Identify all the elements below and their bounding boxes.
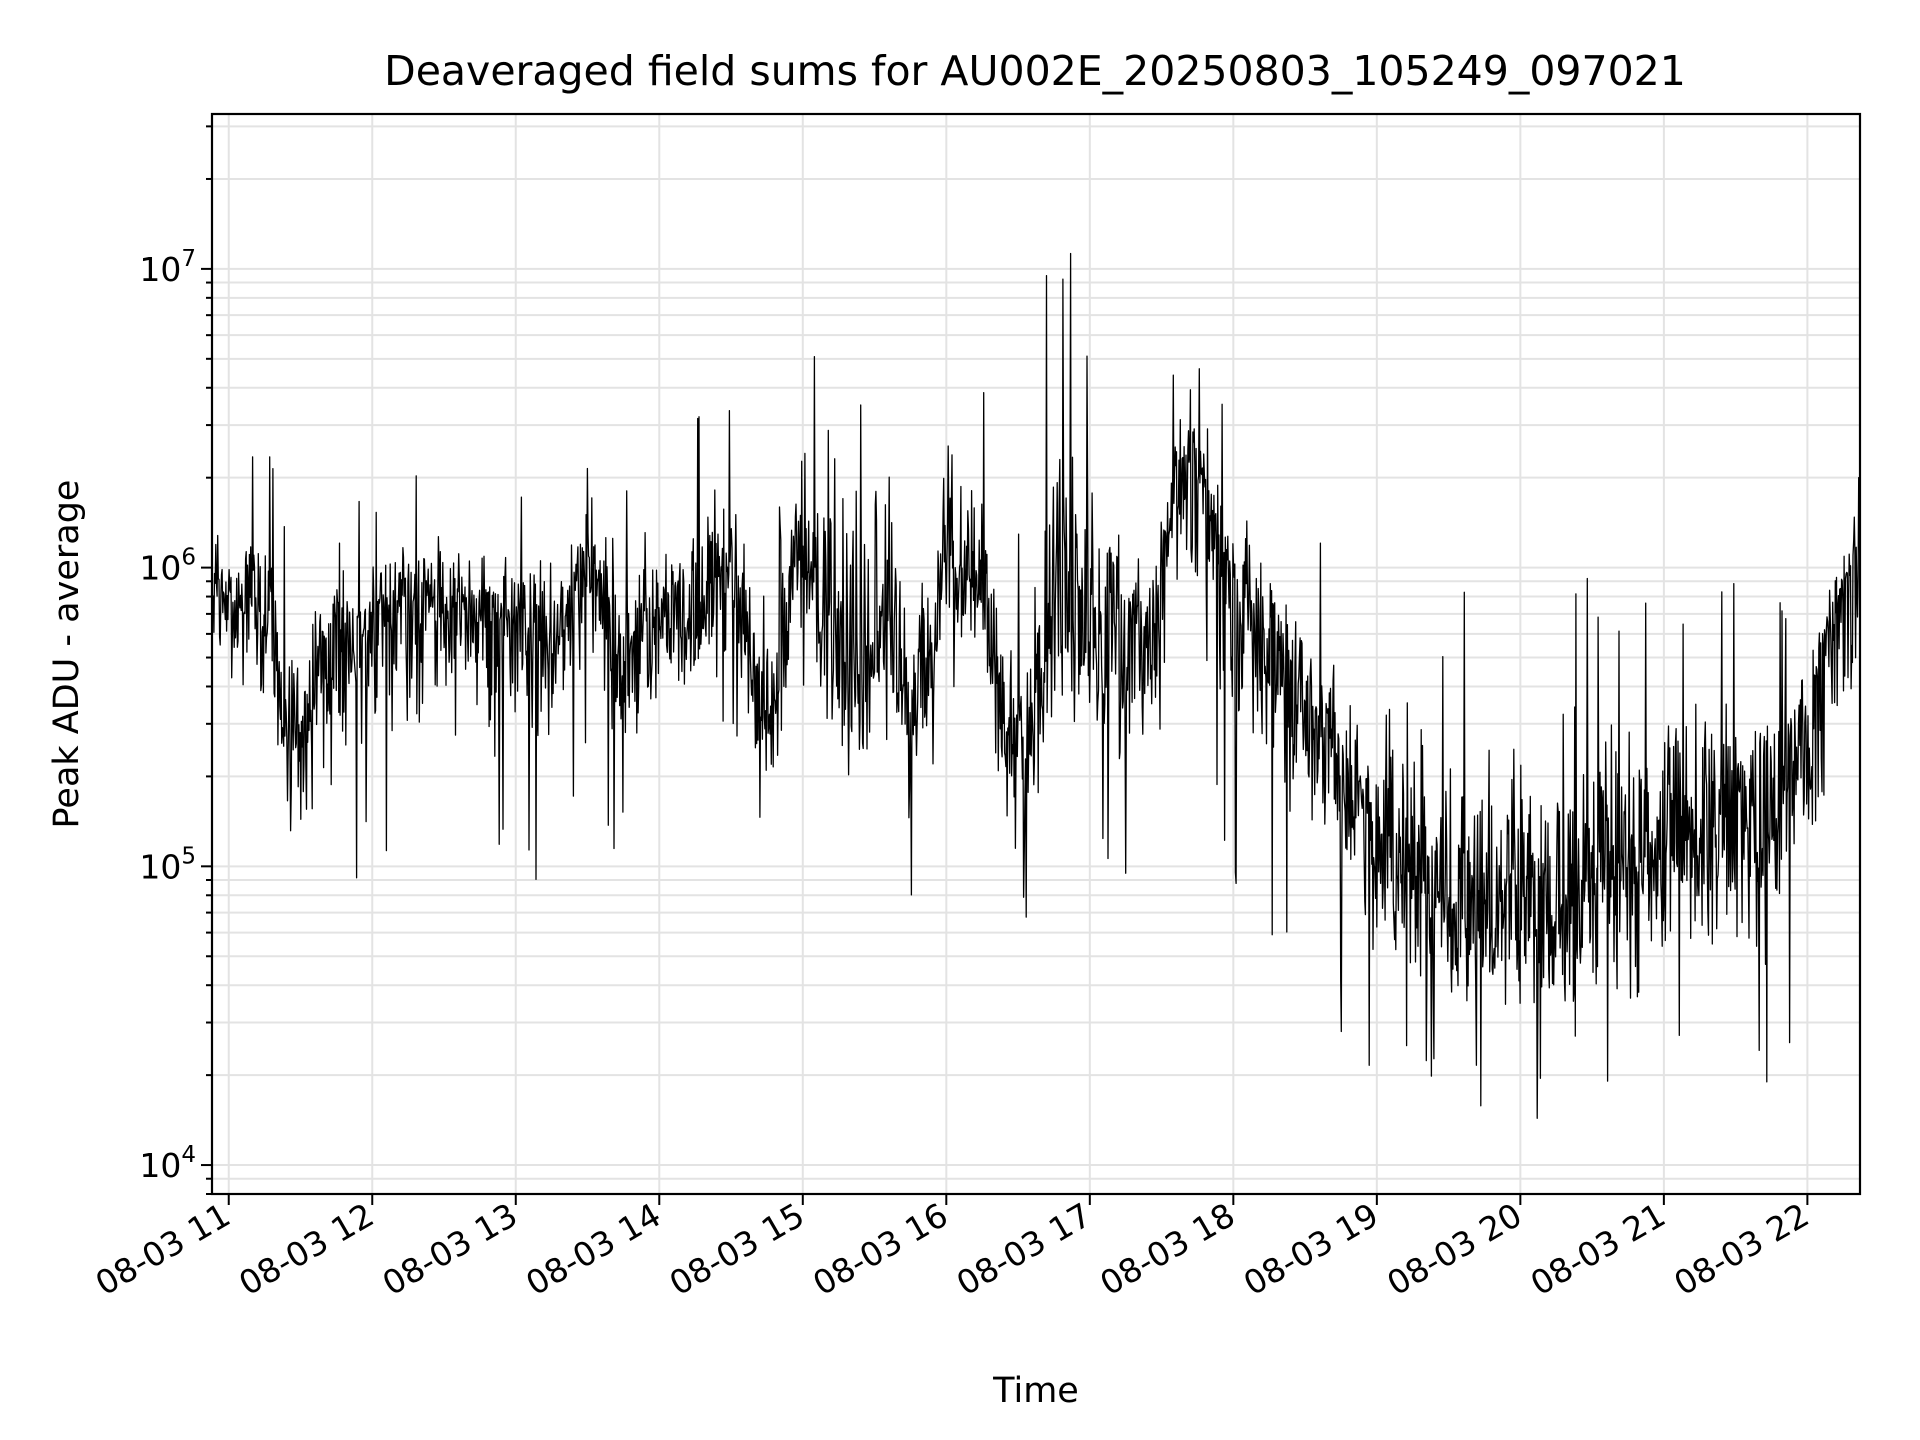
x-tick-label: 08-03 16 <box>806 1195 954 1303</box>
x-tick-label: 08-03 19 <box>1237 1195 1385 1303</box>
y-tick-label: 105 <box>139 843 196 886</box>
x-tick-label: 08-03 11 <box>89 1195 237 1303</box>
y-tick-label: 107 <box>139 246 196 289</box>
x-axis-label: Time <box>992 1371 1079 1411</box>
series-line <box>211 252 1861 1119</box>
series-path <box>211 252 1861 1119</box>
y-axis-label: Peak ADU - average <box>47 480 87 829</box>
x-tick-label: 08-03 18 <box>1093 1195 1241 1303</box>
x-tick-label: 08-03 13 <box>376 1195 524 1303</box>
y-tick-label: 104 <box>139 1142 196 1185</box>
x-tick-label: 08-03 20 <box>1380 1195 1528 1303</box>
plot-frame <box>210 112 1862 1196</box>
x-tick-label: 08-03 12 <box>232 1195 380 1303</box>
x-tick-label: 08-03 17 <box>950 1195 1098 1303</box>
x-tick-label: 08-03 15 <box>663 1195 811 1303</box>
x-tick-label: 08-03 22 <box>1667 1195 1815 1303</box>
y-tick-label: 106 <box>139 545 196 588</box>
x-tick-label: 08-03 14 <box>519 1195 667 1303</box>
x-tick-label: 08-03 21 <box>1524 1195 1672 1303</box>
chart-title: Deaveraged field sums for AU002E_2025080… <box>384 47 1686 95</box>
y-axis-ticks: 104 105 106 107 <box>139 125 212 1195</box>
